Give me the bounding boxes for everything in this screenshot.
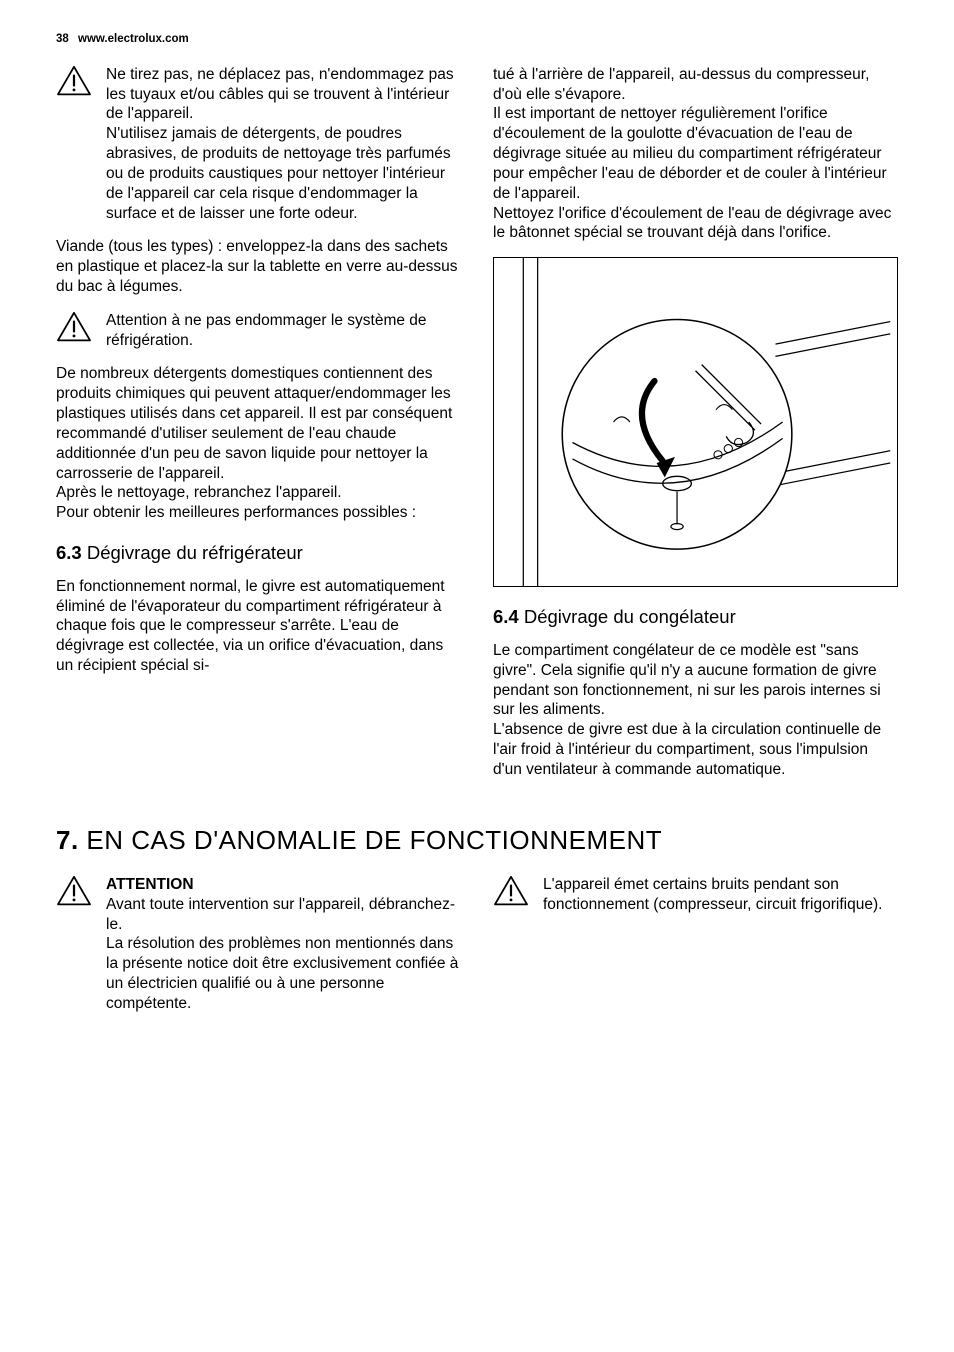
- page-number: 38: [56, 32, 69, 47]
- attention-text: ATTENTION Avant toute intervention sur l…: [106, 875, 461, 1014]
- paragraph-continuation: tué à l'arrière de l'appareil, au-dessus…: [493, 65, 898, 243]
- heading-6-4-num: 6.4: [493, 606, 519, 627]
- heading-6-4-title: Dégivrage du congélateur: [519, 606, 736, 627]
- drain-diagram: [493, 257, 898, 587]
- warning-icon: [56, 65, 92, 97]
- noise-block: L'appareil émet certains bruits pendant …: [493, 875, 898, 915]
- warning-block-1: Ne tirez pas, ne déplacez pas, n'endomma…: [56, 65, 461, 224]
- paragraph-after-cleaning: Après le nettoyage, rebranchez l'apparei…: [56, 483, 461, 523]
- heading-6-3-title: Dégivrage du réfrigérateur: [82, 542, 303, 563]
- paragraph-meat: Viande (tous les types) : enveloppez-la …: [56, 237, 461, 296]
- main-columns: Ne tirez pas, ne déplacez pas, n'endomma…: [56, 65, 898, 780]
- paragraph-6-4b: L'absence de givre est due à la circulat…: [493, 720, 898, 779]
- paragraph-6-3: En fonctionnement normal, le givre est a…: [56, 577, 461, 676]
- warning-text-1: Ne tirez pas, ne déplacez pas, n'endomma…: [106, 65, 461, 224]
- attention-label: ATTENTION: [106, 876, 194, 893]
- chapter-7-heading: 7. EN CAS D'ANOMALIE DE FONCTIONNEMENT: [56, 824, 898, 857]
- warning-text-2: Attention à ne pas endommager le système…: [106, 311, 461, 351]
- chapter-7-right: L'appareil émet certains bruits pendant …: [493, 875, 898, 1028]
- chapter-7-title: EN CAS D'ANOMALIE DE FONCTIONNEMENT: [79, 825, 662, 855]
- chapter-7-left: ATTENTION Avant toute intervention sur l…: [56, 875, 461, 1028]
- warning-icon: [56, 875, 92, 907]
- right-column: tué à l'arrière de l'appareil, au-dessus…: [493, 65, 898, 780]
- warning-block-2: Attention à ne pas endommager le système…: [56, 311, 461, 351]
- heading-6-3: 6.3 Dégivrage du réfrigérateur: [56, 541, 461, 565]
- chapter-7-num: 7.: [56, 825, 79, 855]
- heading-6-3-num: 6.3: [56, 542, 82, 563]
- chapter-7-columns: ATTENTION Avant toute intervention sur l…: [56, 875, 898, 1028]
- drain-diagram-svg: [494, 258, 897, 586]
- page-header: 38 www.electrolux.com: [56, 32, 898, 47]
- left-column: Ne tirez pas, ne déplacez pas, n'endomma…: [56, 65, 461, 780]
- site-url: www.electrolux.com: [78, 33, 189, 45]
- paragraph-detergents: De nombreux détergents domestiques conti…: [56, 364, 461, 483]
- warning-icon: [56, 311, 92, 343]
- attention-block: ATTENTION Avant toute intervention sur l…: [56, 875, 461, 1014]
- paragraph-6-4a: Le compartiment congélateur de ce modèle…: [493, 641, 898, 720]
- heading-6-4: 6.4 Dégivrage du congélateur: [493, 605, 898, 629]
- warning-icon: [493, 875, 529, 907]
- noise-text: L'appareil émet certains bruits pendant …: [543, 875, 898, 915]
- attention-body: Avant toute intervention sur l'appareil,…: [106, 896, 458, 1012]
